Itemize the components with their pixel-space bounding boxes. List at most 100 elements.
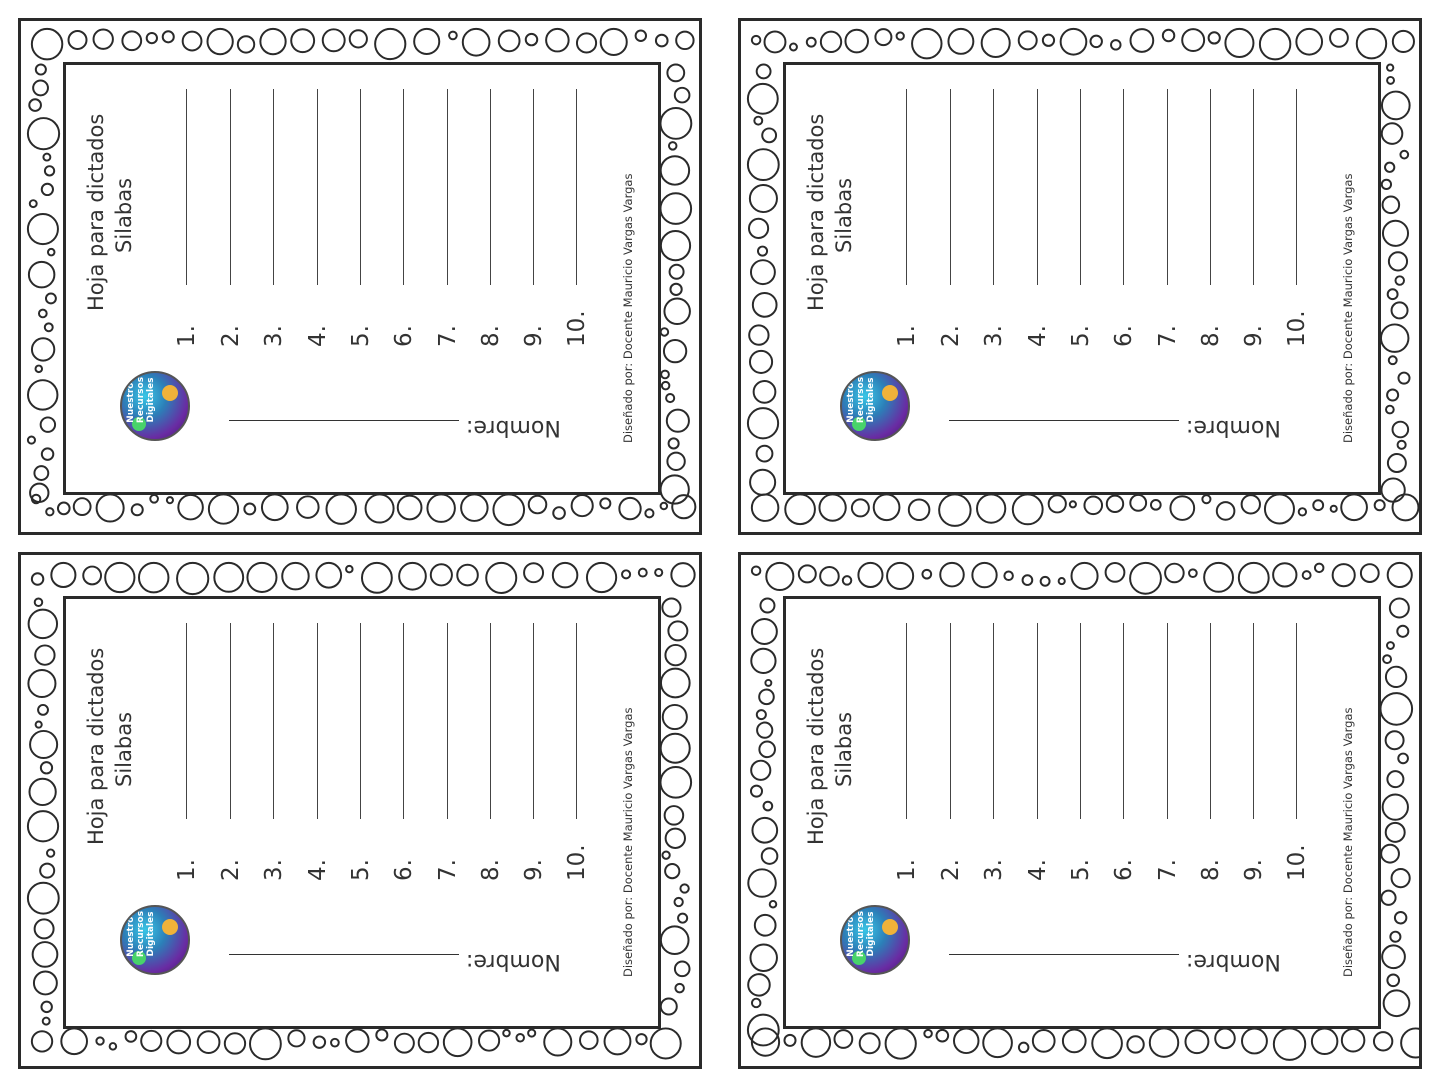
- answer-line[interactable]: [360, 623, 361, 819]
- item-number: 4.: [305, 859, 331, 881]
- item-number: 5.: [348, 859, 374, 881]
- item-number: 3.: [981, 859, 1007, 881]
- item-number: 9.: [1241, 325, 1267, 347]
- item-number: 5.: [1068, 859, 1094, 881]
- name-label: Nombre:: [466, 949, 561, 974]
- logo-badge-icon: Nuestros Recursos Digitales: [120, 371, 190, 441]
- answer-line[interactable]: [1210, 89, 1211, 285]
- answer-line[interactable]: [360, 89, 361, 285]
- dictation-card: Hoja para dictados Silabas 1. 2. 3. 4. 5. 6. 7. 8…: [738, 18, 1422, 535]
- item-number: 2.: [938, 325, 964, 347]
- logo-text: Nuestros Recursos Digitales: [126, 376, 156, 424]
- answer-line[interactable]: [576, 623, 577, 819]
- answer-line[interactable]: [1123, 89, 1124, 285]
- item-number: 7.: [1155, 325, 1181, 347]
- answer-line[interactable]: [1296, 89, 1297, 285]
- item-number: 2.: [218, 325, 244, 347]
- answer-line[interactable]: [273, 623, 274, 819]
- logo-text: Nuestros Recursos Digitales: [846, 910, 876, 958]
- answer-line[interactable]: [1210, 623, 1211, 819]
- answer-line[interactable]: [1123, 623, 1124, 819]
- answer-line[interactable]: [317, 89, 318, 285]
- bubble-border: [26, 27, 697, 527]
- answer-line[interactable]: [906, 89, 907, 285]
- card-subtitle: Silabas: [832, 711, 856, 787]
- answer-line[interactable]: [230, 623, 231, 819]
- name-field[interactable]: [229, 954, 459, 955]
- bubble-border: [746, 27, 1419, 527]
- answer-line[interactable]: [447, 89, 448, 285]
- writing-area: Hoja para dictados Silabas 1. 2. 3. 4. 5. 6. 7. 8…: [63, 596, 661, 1029]
- answer-line[interactable]: [490, 89, 491, 285]
- item-number: 10.: [564, 844, 590, 881]
- item-number: 3.: [261, 859, 287, 881]
- answer-line[interactable]: [403, 89, 404, 285]
- answer-line[interactable]: [186, 89, 187, 285]
- answer-line[interactable]: [1080, 623, 1081, 819]
- item-number: 4.: [1025, 859, 1051, 881]
- answer-line[interactable]: [273, 89, 274, 285]
- card-subtitle: Silabas: [112, 177, 136, 253]
- answer-line[interactable]: [1167, 623, 1168, 819]
- answer-line[interactable]: [490, 623, 491, 819]
- item-number: 8.: [478, 859, 504, 881]
- answer-line[interactable]: [950, 89, 951, 285]
- designer-credit: Diseñado por: Docente Mauricio Vargas Va…: [621, 173, 635, 443]
- name-label: Nombre:: [1186, 415, 1281, 440]
- item-number: 7.: [1155, 859, 1181, 881]
- logo-text: Nuestros Recursos Digitales: [126, 910, 156, 958]
- name-field[interactable]: [949, 420, 1179, 421]
- dictation-card: Hoja para dictados Silabas 1. 2. 3. 4. 5. 6. 7. 8…: [738, 552, 1422, 1069]
- answer-line[interactable]: [906, 623, 907, 819]
- answer-line[interactable]: [993, 89, 994, 285]
- item-number: 5.: [348, 325, 374, 347]
- answer-line[interactable]: [950, 623, 951, 819]
- item-number: 10.: [1284, 844, 1310, 881]
- answer-line[interactable]: [1080, 89, 1081, 285]
- item-number: 3.: [261, 325, 287, 347]
- answer-line[interactable]: [1253, 89, 1254, 285]
- item-number: 6.: [1111, 859, 1137, 881]
- answer-line[interactable]: [1253, 623, 1254, 819]
- item-number: 9.: [521, 859, 547, 881]
- name-field[interactable]: [949, 954, 1179, 955]
- answer-line[interactable]: [576, 89, 577, 285]
- item-number: 1.: [894, 859, 920, 881]
- answer-line[interactable]: [317, 623, 318, 819]
- answer-line[interactable]: [403, 623, 404, 819]
- logo-badge-icon: Nuestros Recursos Digitales: [840, 371, 910, 441]
- item-number: 4.: [305, 325, 331, 347]
- answer-line[interactable]: [447, 623, 448, 819]
- answer-line[interactable]: [1296, 623, 1297, 819]
- item-number: 8.: [1198, 325, 1224, 347]
- item-number: 6.: [1111, 325, 1137, 347]
- card-title: Hoja para dictados: [84, 647, 108, 845]
- logo-text: Nuestros Recursos Digitales: [846, 376, 876, 424]
- designer-credit: Diseñado por: Docente Mauricio Vargas Va…: [621, 707, 635, 977]
- answer-line[interactable]: [993, 623, 994, 819]
- name-field[interactable]: [229, 420, 459, 421]
- item-number: 2.: [938, 859, 964, 881]
- answer-line[interactable]: [230, 89, 231, 285]
- item-number: 6.: [391, 325, 417, 347]
- bubble-border: [26, 561, 696, 1061]
- item-number: 6.: [391, 859, 417, 881]
- item-number: 5.: [1068, 325, 1094, 347]
- item-number: 10.: [564, 310, 590, 347]
- name-label: Nombre:: [1186, 949, 1281, 974]
- answer-line[interactable]: [1037, 89, 1038, 285]
- answer-line[interactable]: [533, 623, 534, 819]
- designer-credit: Diseñado por: Docente Mauricio Vargas Va…: [1341, 173, 1355, 443]
- logo-badge-icon: Nuestros Recursos Digitales: [840, 905, 910, 975]
- writing-area: Hoja para dictados Silabas 1. 2. 3. 4. 5. 6. 7. 8…: [63, 62, 661, 495]
- logo-badge-icon: Nuestros Recursos Digitales: [120, 905, 190, 975]
- card-title: Hoja para dictados: [84, 113, 108, 311]
- item-number: 9.: [521, 325, 547, 347]
- answer-line[interactable]: [1167, 89, 1168, 285]
- item-number: 2.: [218, 859, 244, 881]
- answer-line[interactable]: [186, 623, 187, 819]
- answer-line[interactable]: [533, 89, 534, 285]
- card-subtitle: Silabas: [832, 177, 856, 253]
- item-number: 1.: [174, 859, 200, 881]
- answer-line[interactable]: [1037, 623, 1038, 819]
